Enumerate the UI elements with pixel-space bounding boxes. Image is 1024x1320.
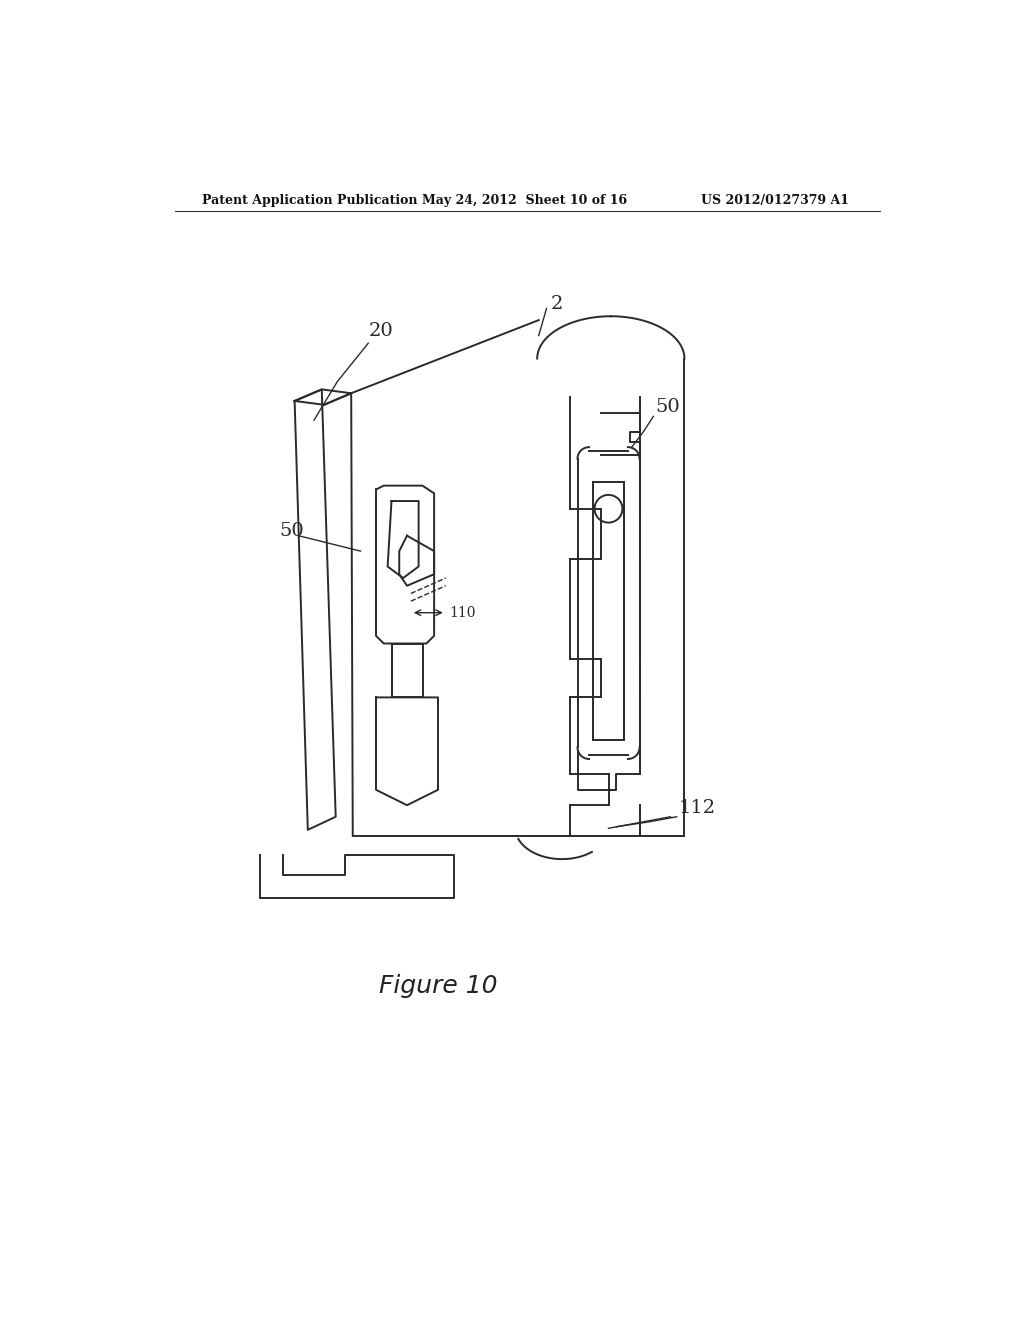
Text: May 24, 2012  Sheet 10 of 16: May 24, 2012 Sheet 10 of 16 [422, 194, 628, 207]
Text: 110: 110 [450, 606, 476, 619]
Text: 112: 112 [678, 799, 716, 817]
Text: 20: 20 [369, 322, 393, 339]
Text: 50: 50 [280, 521, 304, 540]
Text: Figure 10: Figure 10 [379, 974, 498, 998]
Text: 2: 2 [550, 294, 563, 313]
Text: 50: 50 [655, 399, 680, 417]
Text: US 2012/0127379 A1: US 2012/0127379 A1 [700, 194, 849, 207]
Text: Patent Application Publication: Patent Application Publication [202, 194, 417, 207]
